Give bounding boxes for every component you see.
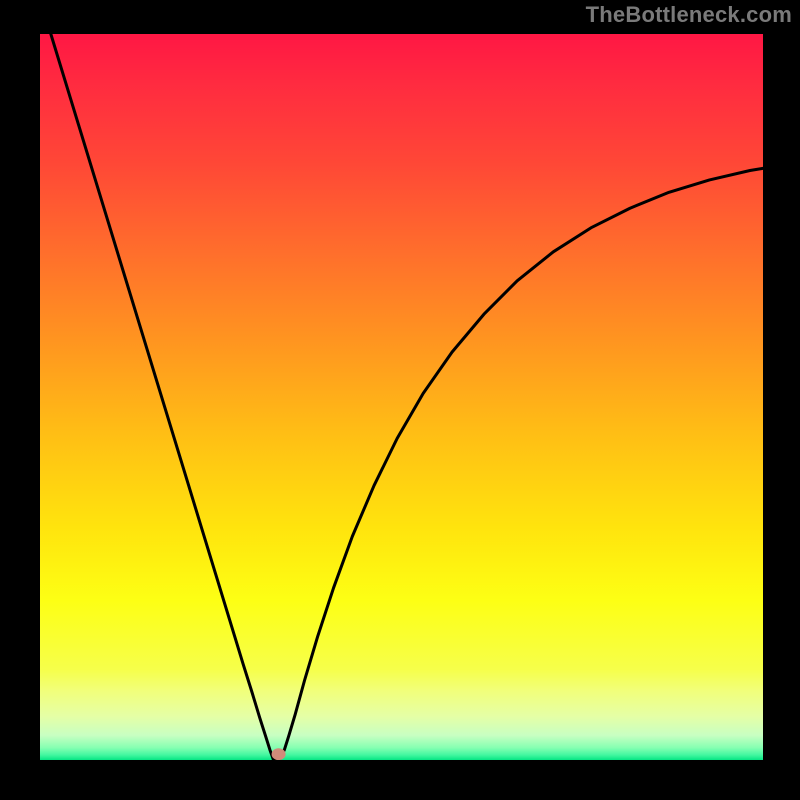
optimum-marker — [272, 748, 286, 760]
plot-inner — [40, 34, 763, 760]
plot-area — [40, 34, 763, 760]
chart-container: TheBottleneck.com — [0, 0, 800, 800]
watermark-text: TheBottleneck.com — [586, 2, 792, 28]
chart-svg — [40, 34, 763, 760]
gradient-background — [40, 34, 763, 760]
